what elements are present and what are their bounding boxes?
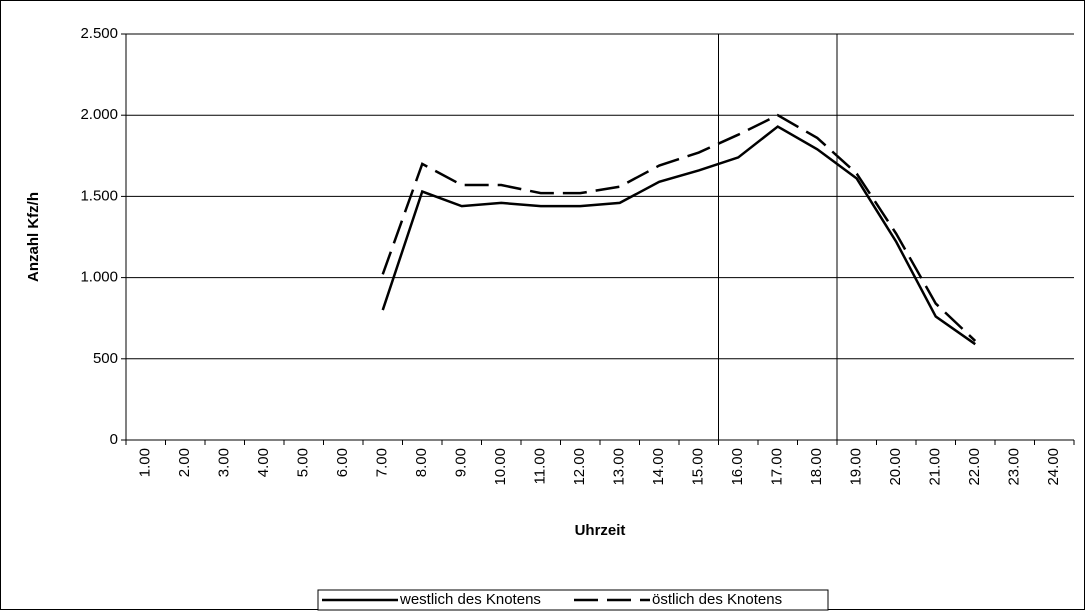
y-tick-label: 2.500 bbox=[80, 25, 118, 42]
x-tick-label: 11.00 bbox=[532, 448, 549, 484]
x-tick-label: 21.00 bbox=[927, 448, 944, 486]
x-tick-label: 12.00 bbox=[571, 448, 588, 486]
legend-label: westlich des Knotens bbox=[399, 591, 541, 608]
legend-label: östlich des Knotens bbox=[652, 591, 782, 608]
x-tick-label: 10.00 bbox=[492, 448, 509, 486]
x-tick-label: 5.00 bbox=[295, 448, 312, 477]
x-tick-label: 18.00 bbox=[808, 448, 825, 486]
x-tick-label: 24.00 bbox=[1045, 448, 1062, 486]
x-tick-label: 16.00 bbox=[729, 448, 746, 486]
y-tick-label: 2.000 bbox=[80, 106, 118, 123]
legend-box bbox=[317, 589, 829, 611]
x-tick-label: 3.00 bbox=[216, 448, 233, 477]
x-tick-label: 4.00 bbox=[255, 448, 272, 477]
x-tick-label: 6.00 bbox=[334, 448, 351, 477]
x-tick-label: 17.00 bbox=[769, 448, 786, 486]
y-tick-label: 500 bbox=[93, 350, 118, 367]
x-tick-label: 23.00 bbox=[1006, 448, 1023, 486]
x-tick-label: 1.00 bbox=[137, 448, 154, 477]
y-tick-label: 1.000 bbox=[80, 269, 118, 286]
y-tick-label: 0 bbox=[110, 431, 118, 448]
series-line bbox=[381, 113, 977, 342]
x-tick-label: 8.00 bbox=[413, 448, 430, 477]
x-tick-label: 14.00 bbox=[650, 448, 667, 486]
series-line bbox=[381, 125, 976, 346]
y-tick-label: 1.500 bbox=[80, 187, 118, 204]
x-tick-label: 2.00 bbox=[176, 448, 193, 477]
x-tick-label: 19.00 bbox=[848, 448, 865, 486]
x-axis-title: Uhrzeit bbox=[575, 522, 626, 539]
x-tick-label: 22.00 bbox=[966, 448, 983, 486]
y-axis-title: Anzahl Kfz/h bbox=[25, 192, 42, 282]
x-tick-label: 7.00 bbox=[374, 448, 391, 477]
x-tick-label: 15.00 bbox=[690, 448, 707, 486]
x-tick-label: 20.00 bbox=[887, 448, 904, 486]
x-tick-label: 13.00 bbox=[611, 448, 628, 486]
x-tick-label: 9.00 bbox=[453, 448, 470, 477]
